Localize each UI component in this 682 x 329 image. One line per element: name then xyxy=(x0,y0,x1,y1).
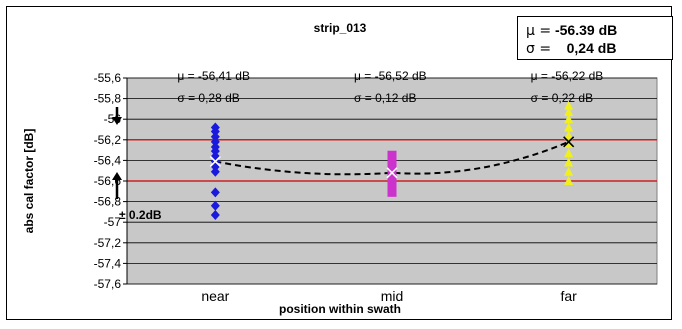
chart-svg: -55,6-55,8-56-56,2-56,4-56,6-56,8-57-57,… xyxy=(22,21,658,316)
data-point-far xyxy=(564,106,574,116)
data-point-far xyxy=(564,157,574,167)
y-tick-label: -57,4 xyxy=(94,256,122,270)
data-point-near xyxy=(210,200,220,211)
tolerance-arrow-bottom-head xyxy=(112,172,122,180)
x-tick-label: near xyxy=(201,288,229,304)
y-tick-label: -55,6 xyxy=(94,71,122,85)
data-point-near xyxy=(210,187,220,198)
mean-marker-near xyxy=(209,155,221,167)
tolerance-arrow-top-head xyxy=(112,117,122,125)
y-tick-label: -56,8 xyxy=(94,195,122,209)
data-point-far xyxy=(564,100,574,110)
data-point-near xyxy=(210,209,220,220)
chart-title: strip_013 xyxy=(314,21,367,35)
overall-mu: μ = -56.39 dB xyxy=(526,22,617,39)
overall-mu-label: μ = xyxy=(526,23,552,39)
data-point-far xyxy=(564,138,574,148)
data-point-near xyxy=(210,136,220,147)
group-mu-near: μ = -56,41 dB xyxy=(177,69,250,83)
chart-frame: -55,6 -55,8 -56 -56,2 -56,4 -56,6 -56,8 -57 -57,… xyxy=(6,6,673,320)
group-sigma-mid: σ = 0,12 dB xyxy=(354,91,416,105)
group-mu-far: μ = -56,22 dB xyxy=(531,69,604,83)
tolerance-label: ± 0.2dB xyxy=(119,208,162,222)
group-sigma-far: σ = 0,22 dB xyxy=(531,91,593,105)
x-tick-label: mid xyxy=(381,288,404,304)
x-axis-label: position within swath xyxy=(279,302,401,316)
mean-marker-mid xyxy=(386,167,398,179)
data-point-near xyxy=(210,146,220,157)
overall-sigma: σ = 0,24 dB xyxy=(526,40,616,57)
data-point-near xyxy=(210,131,220,142)
overall-mu-value: -56.39 dB xyxy=(554,22,618,38)
data-point-near xyxy=(210,126,220,137)
group-sigma-near: σ = 0,28 dB xyxy=(177,91,239,105)
data-point-far xyxy=(564,114,574,124)
y-axis-label: abs cal factor [dB] xyxy=(22,129,36,234)
data-point-mid xyxy=(387,187,397,197)
y-tick-label: -56,2 xyxy=(94,133,122,147)
y-tick-label: -57,6 xyxy=(94,277,122,291)
x-tick-label: far xyxy=(560,288,577,304)
data-point-far xyxy=(564,176,574,185)
y-tick-label: -57 xyxy=(104,215,122,229)
overall-sigma-label: σ = xyxy=(526,41,552,57)
data-point-far xyxy=(564,166,574,176)
trend-line xyxy=(215,140,570,176)
data-point-far xyxy=(564,122,574,132)
data-point-far xyxy=(564,148,574,158)
y-tick-label: -56,4 xyxy=(94,153,122,167)
y-tick-label: -55,8 xyxy=(94,92,122,106)
overall-stats-box: μ = -56.39 dB σ = 0,24 dB xyxy=(517,16,673,60)
group-mu-mid: μ = -56,52 dB xyxy=(354,69,427,83)
y-tick-label: -57,2 xyxy=(94,236,122,250)
data-point-near xyxy=(210,166,220,177)
data-point-far xyxy=(564,130,574,140)
overall-sigma-value: 0,24 dB xyxy=(566,40,617,56)
mean-marker-far xyxy=(563,136,575,148)
